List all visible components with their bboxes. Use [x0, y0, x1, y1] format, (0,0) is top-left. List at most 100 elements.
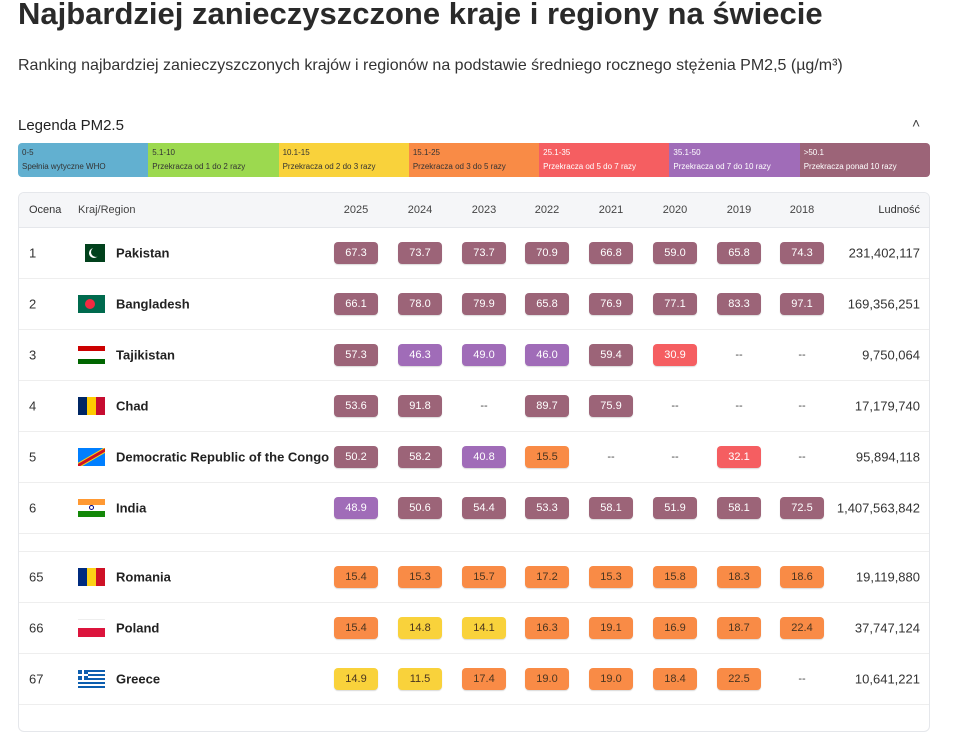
pm25-badge: 18.4	[653, 668, 697, 690]
pm25-cell: 51.9	[652, 497, 698, 519]
pm25-cell: 32.1	[716, 446, 762, 468]
pm25-badge: 79.9	[462, 293, 506, 315]
table-row[interactable]: 6 India 48.9 50.6 54.4 53.3 58.1 51.9 58.1 72.5 1…	[19, 483, 929, 534]
pm25-cell: 59.0	[652, 242, 698, 264]
pm25-cell: 91.8	[397, 395, 443, 417]
pm25-badge: 50.2	[334, 446, 378, 468]
pm25-badge: 19.1	[589, 617, 633, 639]
flag-bd-icon	[78, 295, 105, 313]
pm25-cell: 66.8	[588, 242, 634, 264]
pm25-cell: 19.1	[588, 617, 634, 639]
pm25-cell: 58.1	[716, 497, 762, 519]
pm25-cell: 53.6	[333, 395, 379, 417]
pm25-badge: 32.1	[717, 446, 761, 468]
pm25-cell: 15.5	[524, 446, 570, 468]
legend-range: 15.1-25	[412, 148, 440, 157]
ranking-table: Ocena Kraj/Region Ludność 2025 2024 2023 20…	[18, 192, 930, 732]
table-row[interactable]: 67 Greece 14.9 11.5 17.4 19.0 19.0 18.4 22.5 -- 1…	[19, 654, 929, 705]
population: 37,747,124	[854, 620, 920, 636]
table-row[interactable]: 5 Democratic Republic of the Congo 50.2 58…	[19, 432, 929, 483]
country-name[interactable]: Chad	[116, 398, 149, 414]
flag-tj-icon	[78, 346, 105, 364]
country-name[interactable]: Bangladesh	[116, 296, 190, 312]
header-rank[interactable]: Ocena	[29, 204, 62, 216]
flag-cd-icon	[78, 448, 105, 466]
legend-range: 25.1-35	[543, 148, 571, 157]
pm25-badge: 77.1	[653, 293, 697, 315]
pm25-badge: 53.6	[334, 395, 378, 417]
pm25-cell: 83.3	[716, 293, 762, 315]
population: 1,407,563,842	[836, 500, 920, 516]
table-row[interactable]: 3 Tajikistan 57.3 46.3 49.0 46.0 59.4 30.9 -- --…	[19, 330, 929, 381]
pm25-cell: 70.9	[524, 242, 570, 264]
pm25-cell: 58.2	[397, 446, 443, 468]
pm25-badge: 66.8	[589, 242, 633, 264]
table-row[interactable]: 4 Chad 53.6 91.8 -- 89.7 75.9 -- -- -- 17,179,740	[19, 381, 929, 432]
country-name[interactable]: Tajikistan	[116, 347, 176, 363]
pm25-cell: 75.9	[588, 395, 634, 417]
rank: 1	[29, 245, 37, 261]
pm25-badge: 30.9	[653, 344, 697, 366]
pm25-cell: 46.0	[524, 344, 570, 366]
header-year-2021[interactable]: 2021	[598, 204, 624, 216]
chevron-up-icon[interactable]: ˄	[912, 115, 921, 131]
pm25-cell: 17.2	[524, 566, 570, 588]
rank: 2	[29, 296, 37, 312]
header-year-2018[interactable]: 2018	[789, 204, 815, 216]
pm25-cell: 48.9	[333, 497, 379, 519]
legend-range: 35.1-50	[673, 148, 701, 157]
population: 231,402,117	[848, 245, 920, 261]
table-row[interactable]: 2 Bangladesh 66.1 78.0 79.9 65.8 76.9 77.1 83.3…	[19, 279, 929, 330]
pm25-cell: 65.8	[716, 242, 762, 264]
pm25-cell: 58.1	[588, 497, 634, 519]
table-row[interactable]: 66 Poland 15.4 14.8 14.1 16.3 19.1 16.9 18.7 22.…	[19, 603, 929, 654]
rank: 3	[29, 347, 37, 363]
country-name[interactable]: Pakistan	[116, 245, 170, 261]
flag-td-icon	[78, 397, 105, 415]
pm25-badge: 18.7	[717, 617, 761, 639]
table-row[interactable]: 65 Romania 15.4 15.3 15.7 17.2 15.3 15.8 18.3 18…	[19, 552, 929, 603]
header-year-2019[interactable]: 2019	[726, 204, 752, 216]
flag-gr-icon	[78, 670, 105, 688]
rank: 4	[29, 398, 37, 414]
legend-item: 35.1-50 Przekracza od 7 do 10 razy	[669, 143, 800, 177]
country-name[interactable]: Democratic Republic of the Congo	[116, 449, 330, 465]
header-year-2023[interactable]: 2023	[471, 204, 497, 216]
pm25-cell: 11.5	[397, 668, 443, 690]
pm25-badge: 46.3	[398, 344, 442, 366]
no-data: --	[480, 400, 488, 412]
pm25-badge: 40.8	[462, 446, 506, 468]
pm25-cell: 15.3	[588, 566, 634, 588]
flag-ro-icon	[78, 568, 105, 586]
pm25-cell: 14.9	[333, 668, 379, 690]
pm25-cell: 97.1	[779, 293, 825, 315]
pm25-cell: 18.3	[716, 566, 762, 588]
header-year-2024[interactable]: 2024	[407, 204, 433, 216]
pm25-badge: 51.9	[653, 497, 697, 519]
pm25-cell: 18.7	[716, 617, 762, 639]
legend-item: >50.1 Przekracza ponad 10 razy	[799, 143, 930, 177]
pm25-badge: 83.3	[717, 293, 761, 315]
legend-item: 10.1-15 Przekracza od 2 do 3 razy	[278, 143, 409, 177]
pm25-badge: 59.4	[589, 344, 633, 366]
header-year-2022[interactable]: 2022	[534, 204, 560, 216]
header-country[interactable]: Kraj/Region	[78, 204, 136, 216]
pm25-cell: 67.3	[333, 242, 379, 264]
pm25-badge: 70.9	[525, 242, 569, 264]
flag-pk-icon	[78, 244, 105, 262]
country-name[interactable]: Greece	[116, 671, 161, 687]
pm25-cell: 73.7	[397, 242, 443, 264]
header-year-2025[interactable]: 2025	[343, 204, 369, 216]
country-name[interactable]: Romania	[116, 569, 171, 585]
country-name[interactable]: Poland	[116, 620, 160, 636]
country-name[interactable]: India	[116, 500, 147, 516]
header-year-2020[interactable]: 2020	[662, 204, 688, 216]
header-population[interactable]: Ludność	[878, 204, 920, 216]
pm25-cell: 89.7	[524, 395, 570, 417]
pm25-badge: 66.1	[334, 293, 378, 315]
pm25-cell: 65.8	[524, 293, 570, 315]
table-row[interactable]: 1 Pakistan 67.3 73.7 73.7 70.9 66.8 59.0 65.8 74…	[19, 228, 929, 279]
pm25-badge: 17.2	[525, 566, 569, 588]
pm25-cell: 57.3	[333, 344, 379, 366]
pm25-badge: 15.4	[334, 617, 378, 639]
